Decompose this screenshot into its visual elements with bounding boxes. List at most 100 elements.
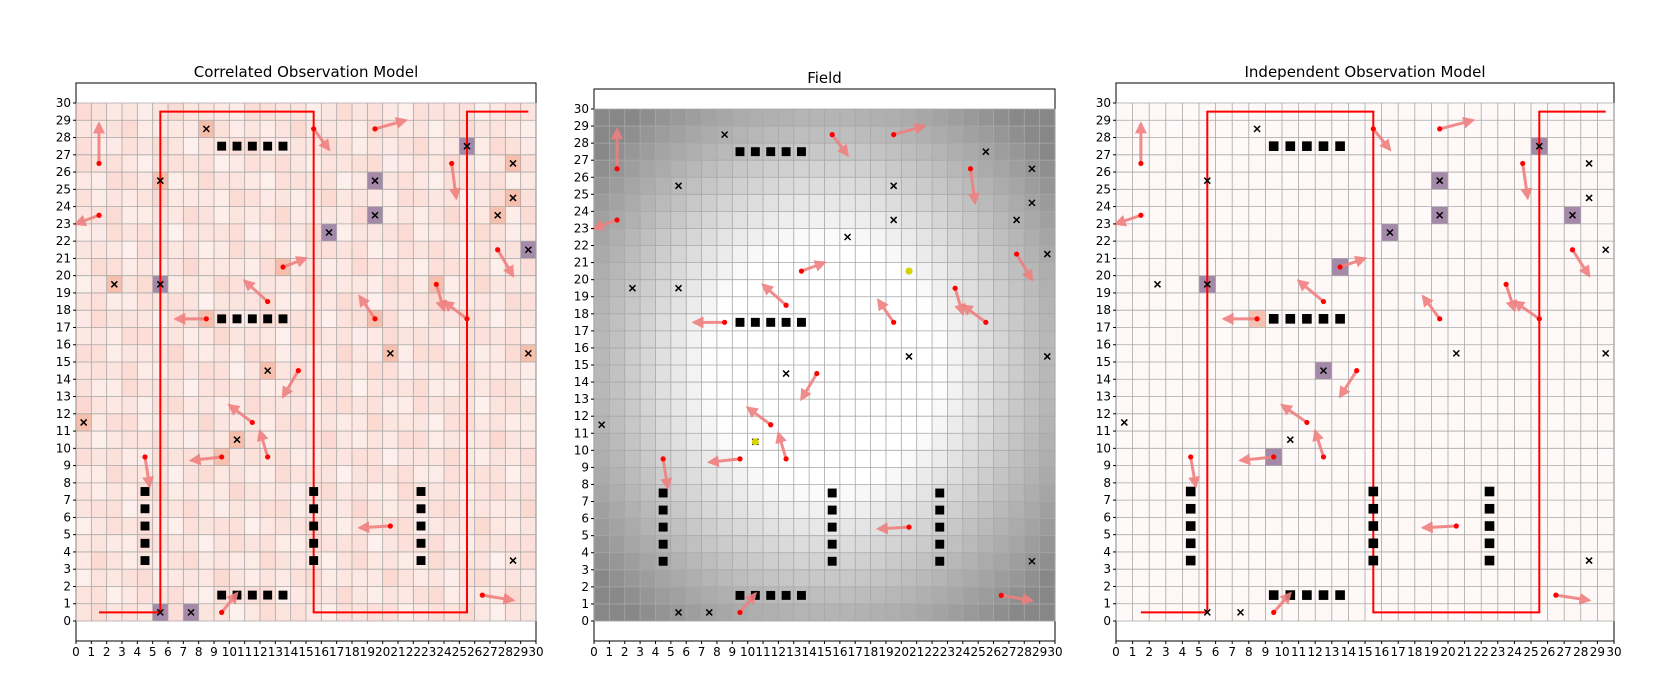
heat-cell (916, 586, 933, 605)
heat-cell (655, 211, 672, 229)
y-tick-label: 5 (1103, 528, 1111, 542)
heat-cell (398, 396, 414, 415)
heat-cell (1548, 241, 1565, 259)
heat-cell (1232, 172, 1250, 190)
heat-cell (1481, 379, 1499, 397)
heat-cell (1039, 484, 1056, 502)
heat-cell (609, 347, 626, 366)
agent-heading-arrow (357, 521, 391, 534)
heat-cell (640, 535, 656, 554)
heat-cell (1398, 500, 1416, 518)
heat-cell (520, 292, 537, 311)
heat-cell (106, 569, 123, 587)
heat-cell (352, 223, 368, 242)
heat-cell (1398, 103, 1416, 121)
heat-cell (520, 189, 537, 207)
y-tick-label: 8 (1103, 476, 1111, 490)
heat-cell (885, 143, 902, 161)
heat-cell (444, 103, 460, 121)
heat-cell (1448, 310, 1465, 328)
heat-cell (474, 258, 491, 276)
heat-cell (609, 518, 626, 536)
heat-cell (1348, 206, 1366, 225)
heat-cell (428, 396, 445, 415)
heat-cell (1024, 603, 1040, 622)
heat-cell (1597, 431, 1615, 449)
heat-cell (1581, 207, 1598, 225)
heat-cell (229, 189, 245, 207)
heat-cell (1398, 154, 1416, 173)
heat-cell (809, 569, 825, 588)
heat-cell (106, 206, 123, 225)
heat-cell (1182, 379, 1200, 397)
heat-cell (444, 448, 460, 466)
heat-cell (670, 313, 687, 332)
grid (1115, 102, 1615, 622)
heat-cell (701, 569, 718, 588)
heat-cell (1331, 189, 1349, 207)
heat-cell (624, 450, 641, 468)
heat-cell (1149, 138, 1166, 156)
heat-cell (947, 518, 964, 536)
heat-cell (398, 310, 414, 328)
heat-cell (76, 292, 92, 311)
heat-cell (137, 292, 153, 311)
target-marker (598, 421, 606, 429)
grid (593, 108, 1056, 622)
target-marker (674, 182, 683, 190)
heat-cell (1282, 465, 1299, 484)
x-tick-label: 29 (1590, 645, 1605, 659)
heat-cell (1039, 228, 1056, 246)
heat-cell (778, 126, 795, 144)
x-tick-label: 4 (652, 645, 660, 659)
agent-heading-arrow (1338, 369, 1358, 399)
heat-cell (76, 327, 92, 346)
agent (227, 403, 255, 426)
heat-cell (474, 189, 491, 207)
heatmap-cells (76, 103, 537, 622)
heat-cell (1039, 450, 1056, 468)
x-tick-label: 9 (210, 645, 218, 659)
heat-cell (1497, 154, 1515, 173)
heat-cell (609, 586, 626, 605)
targets (80, 125, 532, 616)
heat-cell (122, 137, 138, 156)
x-tick-label: 1 (88, 645, 96, 659)
heat-cell (367, 154, 383, 173)
heat-cell (336, 206, 353, 225)
heat-cell (993, 211, 1010, 229)
heat-cell (793, 365, 810, 383)
y-tick-label: 26 (574, 170, 589, 184)
heat-cell (885, 467, 902, 485)
agent-heading-arrow (1000, 593, 1035, 605)
x-tick-label: 8 (713, 645, 721, 659)
heat-cell (763, 126, 779, 144)
heat-cell (1132, 551, 1150, 570)
heat-cell (1133, 241, 1150, 259)
heat-cell (428, 120, 445, 138)
heat-cell (137, 327, 153, 346)
heat-cell (594, 586, 610, 605)
heat-cell (1282, 551, 1299, 570)
heat-cell (490, 275, 506, 294)
heat-cell (778, 484, 795, 502)
heat-cell (1116, 431, 1133, 449)
heat-cell (993, 109, 1010, 127)
heat-cell (1298, 223, 1316, 242)
heat-cell (198, 362, 215, 380)
heat-cell (1116, 154, 1133, 173)
heat-cell (1464, 344, 1482, 363)
heat-cell (1564, 517, 1582, 535)
x-tick-label: 20 (375, 645, 390, 659)
heat-cell (244, 154, 261, 173)
heat-cell (1448, 448, 1465, 466)
heat-cell (609, 484, 626, 502)
heat-cell (716, 177, 733, 195)
heat-cell (1481, 344, 1499, 363)
obstacle-square (416, 556, 426, 566)
heat-cell (1331, 413, 1349, 432)
agent-heading-arrow (188, 453, 222, 466)
heat-cell (321, 534, 337, 553)
heat-cell (520, 379, 537, 397)
agent-heading-arrow (1015, 253, 1034, 282)
